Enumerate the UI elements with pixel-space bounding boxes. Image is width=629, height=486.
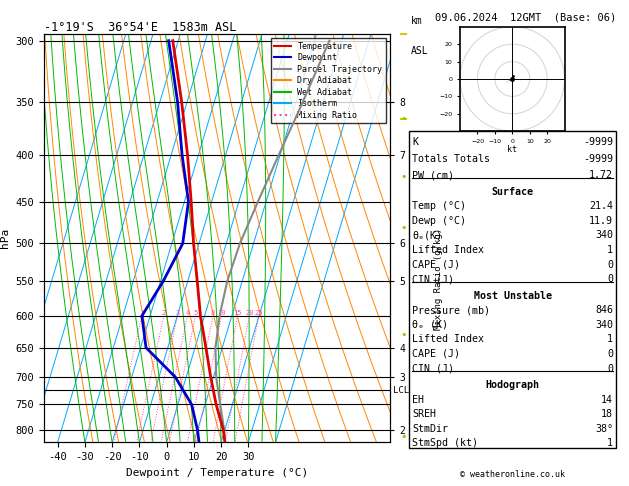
Text: 0: 0: [607, 274, 613, 284]
Text: Mixing Ratio (g/kg): Mixing Ratio (g/kg): [434, 228, 443, 330]
Text: K: K: [412, 137, 418, 147]
Text: Hodograph: Hodograph: [486, 380, 540, 390]
Text: 10: 10: [217, 310, 226, 316]
Text: © weatheronline.co.uk: © weatheronline.co.uk: [460, 469, 565, 479]
Text: CIN (J): CIN (J): [412, 364, 454, 374]
Text: -1°19'S  36°54'E  1583m ASL: -1°19'S 36°54'E 1583m ASL: [44, 21, 237, 34]
Text: EH: EH: [412, 395, 424, 405]
Text: Lifted Index: Lifted Index: [412, 245, 484, 255]
Text: 340: 340: [595, 320, 613, 330]
Text: 2: 2: [162, 310, 166, 316]
Text: ASL: ASL: [411, 46, 428, 56]
Text: 4: 4: [186, 310, 189, 316]
Text: 5: 5: [193, 310, 198, 316]
Text: •: •: [401, 173, 407, 182]
Text: CAPE (J): CAPE (J): [412, 260, 460, 270]
Text: StmSpd (kt): StmSpd (kt): [412, 438, 478, 449]
X-axis label: kt: kt: [508, 145, 517, 154]
Text: -9999: -9999: [583, 137, 613, 147]
Text: Lifted Index: Lifted Index: [412, 334, 484, 345]
Text: 0: 0: [607, 260, 613, 270]
Text: 09.06.2024  12GMT  (Base: 06): 09.06.2024 12GMT (Base: 06): [435, 12, 616, 22]
Legend: Temperature, Dewpoint, Parcel Trajectory, Dry Adiabat, Wet Adiabat, Isotherm, Mi: Temperature, Dewpoint, Parcel Trajectory…: [271, 38, 386, 123]
Text: PW (cm): PW (cm): [412, 170, 454, 180]
Text: Totals Totals: Totals Totals: [412, 154, 490, 164]
X-axis label: Dewpoint / Temperature (°C): Dewpoint / Temperature (°C): [126, 468, 308, 478]
Text: 38°: 38°: [595, 424, 613, 434]
Text: 8: 8: [211, 310, 215, 316]
Text: km: km: [411, 16, 423, 26]
Text: 1.72: 1.72: [589, 170, 613, 180]
Text: 3: 3: [175, 310, 180, 316]
Text: 1: 1: [140, 310, 144, 316]
Text: 340: 340: [595, 230, 613, 241]
Text: 0: 0: [607, 364, 613, 374]
Text: 846: 846: [595, 305, 613, 315]
Text: θₑ(K): θₑ(K): [412, 230, 442, 241]
Text: SREH: SREH: [412, 409, 436, 419]
Text: 1: 1: [607, 334, 613, 345]
Text: Surface: Surface: [492, 187, 533, 197]
Text: Temp (°C): Temp (°C): [412, 201, 466, 211]
Text: 25: 25: [255, 310, 263, 316]
Text: 0: 0: [607, 349, 613, 359]
Text: θₑ (K): θₑ (K): [412, 320, 448, 330]
Text: CAPE (J): CAPE (J): [412, 349, 460, 359]
Text: Dewp (°C): Dewp (°C): [412, 216, 466, 226]
Text: •: •: [401, 224, 407, 233]
Y-axis label: hPa: hPa: [0, 228, 10, 248]
Text: -9999: -9999: [583, 154, 613, 164]
Text: Most Unstable: Most Unstable: [474, 291, 552, 301]
Text: 15: 15: [233, 310, 242, 316]
Text: 1: 1: [607, 245, 613, 255]
Text: 20: 20: [245, 310, 253, 316]
Text: 21.4: 21.4: [589, 201, 613, 211]
Text: LCL: LCL: [394, 386, 409, 395]
Text: 14: 14: [601, 395, 613, 405]
Text: 18: 18: [601, 409, 613, 419]
Text: StmDir: StmDir: [412, 424, 448, 434]
Text: •: •: [401, 114, 407, 124]
Text: •: •: [401, 433, 407, 442]
Text: •: •: [401, 330, 407, 340]
Text: 1: 1: [607, 438, 613, 449]
Text: CIN (J): CIN (J): [412, 274, 454, 284]
Text: Pressure (mb): Pressure (mb): [412, 305, 490, 315]
Text: 11.9: 11.9: [589, 216, 613, 226]
